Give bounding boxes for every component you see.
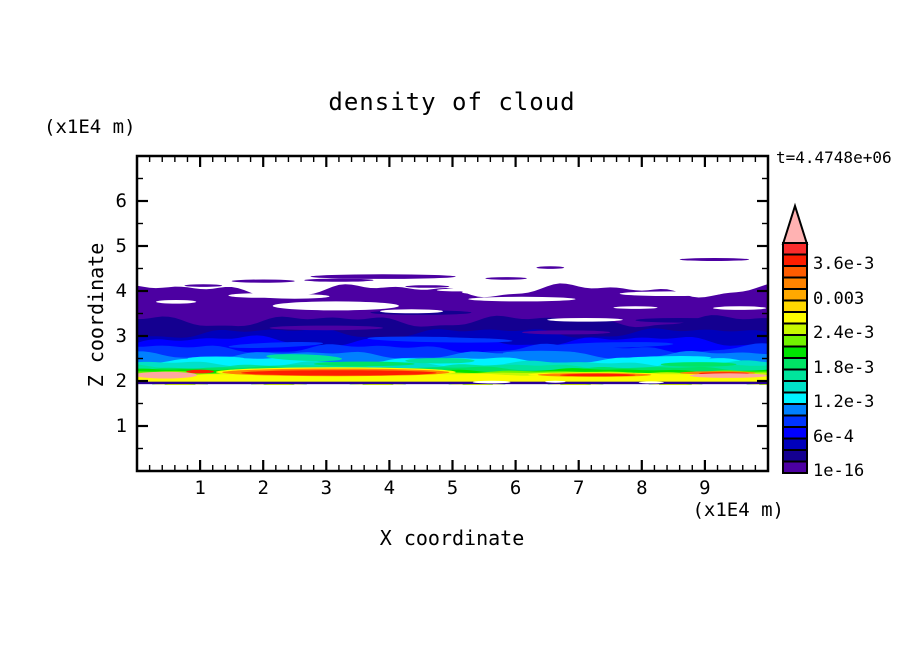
colorbar-overflow-arrow (781, 202, 809, 245)
colorbar-cell (782, 437, 808, 451)
colorbar-cell (782, 449, 808, 463)
colorbar-cell (782, 345, 808, 359)
clear-air-hole (462, 290, 513, 295)
clear-air-hole (272, 301, 399, 311)
density-patch (241, 370, 437, 376)
clear-air-hole (472, 380, 511, 384)
colorbar-cell (782, 242, 808, 256)
colorbar-cell (782, 426, 808, 440)
clear-air-hole (155, 300, 197, 304)
x-tick-label: 4 (383, 477, 396, 499)
z-axis-unit: (x1E4 m) (44, 116, 136, 138)
z-tick-label: 1 (115, 415, 127, 437)
density-patch (313, 361, 415, 367)
clear-air-hole (260, 294, 330, 299)
x-tick-label: 3 (320, 477, 333, 499)
colorbar-label: 3.6e-3 (813, 254, 875, 274)
z-tick-label: 4 (115, 280, 127, 302)
density-patch (186, 369, 215, 374)
density-patch (689, 373, 767, 378)
x-tick-label: 7 (572, 477, 585, 499)
density-patch (266, 354, 343, 362)
clear-air-hole (619, 291, 721, 297)
clear-air-hole (713, 306, 767, 310)
clear-air-hole (468, 296, 576, 302)
upper-cloud-streak (485, 277, 527, 280)
cloud-field (138, 258, 767, 385)
upper-cloud-streak (536, 266, 565, 269)
x-axis-unit: (x1E4 m) (692, 499, 784, 521)
clear-air-hole (545, 380, 566, 383)
density-patch (616, 356, 712, 361)
colorbar-cell (782, 288, 808, 302)
upper-cloud-streak (304, 278, 374, 282)
colorbar-cell (782, 357, 808, 371)
colorbar-cell (782, 380, 808, 394)
colorbar-label: 6e-4 (813, 426, 854, 447)
colorbar-label: 1e-16 (813, 461, 865, 481)
upper-cloud-streak (679, 258, 750, 261)
clear-air-hole (436, 288, 475, 292)
density-patch (269, 325, 384, 331)
x-tick-label: 2 (257, 477, 269, 499)
x-tick-label: 9 (699, 477, 711, 499)
density-patch (521, 330, 611, 335)
z-tick-label: 6 (115, 190, 127, 212)
time-annotation: t=4.4748e+06 (776, 148, 892, 167)
density-patch (553, 342, 674, 348)
density-patch (559, 373, 636, 377)
upper-cloud-streak (405, 285, 450, 288)
x-tick-label: 8 (636, 477, 648, 499)
colorbar-cell (782, 334, 808, 348)
density-patch (187, 356, 245, 361)
density-patch (430, 333, 538, 339)
density-patch (405, 358, 475, 364)
density-patch (458, 374, 522, 379)
clear-air-hole (547, 318, 623, 322)
clear-air-hole (613, 306, 658, 309)
upper-cloud-streak (310, 274, 456, 279)
cloud-base-line (138, 381, 767, 385)
plot-frame (135, 154, 770, 473)
clear-air-hole (638, 381, 664, 384)
colorbar-cell (782, 391, 808, 405)
z-tick-label: 3 (115, 325, 127, 347)
x-tick-label: 6 (509, 477, 522, 499)
colorbar-cell (782, 460, 808, 474)
density-patch (635, 318, 724, 323)
colorbar-label: 1.8e-3 (813, 357, 875, 378)
colorbar-cell (782, 414, 808, 428)
colorbar-label: 2.4e-3 (813, 323, 875, 343)
clear-air-hole (379, 309, 444, 314)
density-patch (138, 371, 197, 379)
colorbar-cell (782, 322, 808, 336)
plot-title: density of cloud (328, 88, 576, 116)
density-patch (502, 350, 579, 356)
x-tick-label: 1 (194, 477, 206, 499)
colorbar-cell (782, 311, 808, 325)
colorbar-cell (782, 368, 808, 382)
density-patch (228, 342, 324, 348)
z-axis-label: Z coordinate (84, 242, 108, 388)
x-tick-label: 5 (446, 477, 459, 499)
upper-cloud-streak (231, 279, 295, 283)
z-tick-label: 5 (115, 235, 127, 257)
colorbar-cell (782, 253, 808, 267)
colorbar-cell (782, 403, 808, 417)
upper-cloud-streak (184, 284, 223, 287)
colorbar (781, 202, 809, 474)
colorbar-cell (782, 265, 808, 279)
density-patch (660, 362, 737, 367)
colorbar-cell (782, 276, 808, 290)
colorbar-label: 0.003 (813, 288, 865, 309)
colorbar-cell (782, 299, 808, 313)
colorbar-label: 1.2e-3 (813, 392, 875, 412)
z-tick-label: 2 (115, 370, 127, 392)
x-axis-label: X coordinate (379, 526, 525, 550)
